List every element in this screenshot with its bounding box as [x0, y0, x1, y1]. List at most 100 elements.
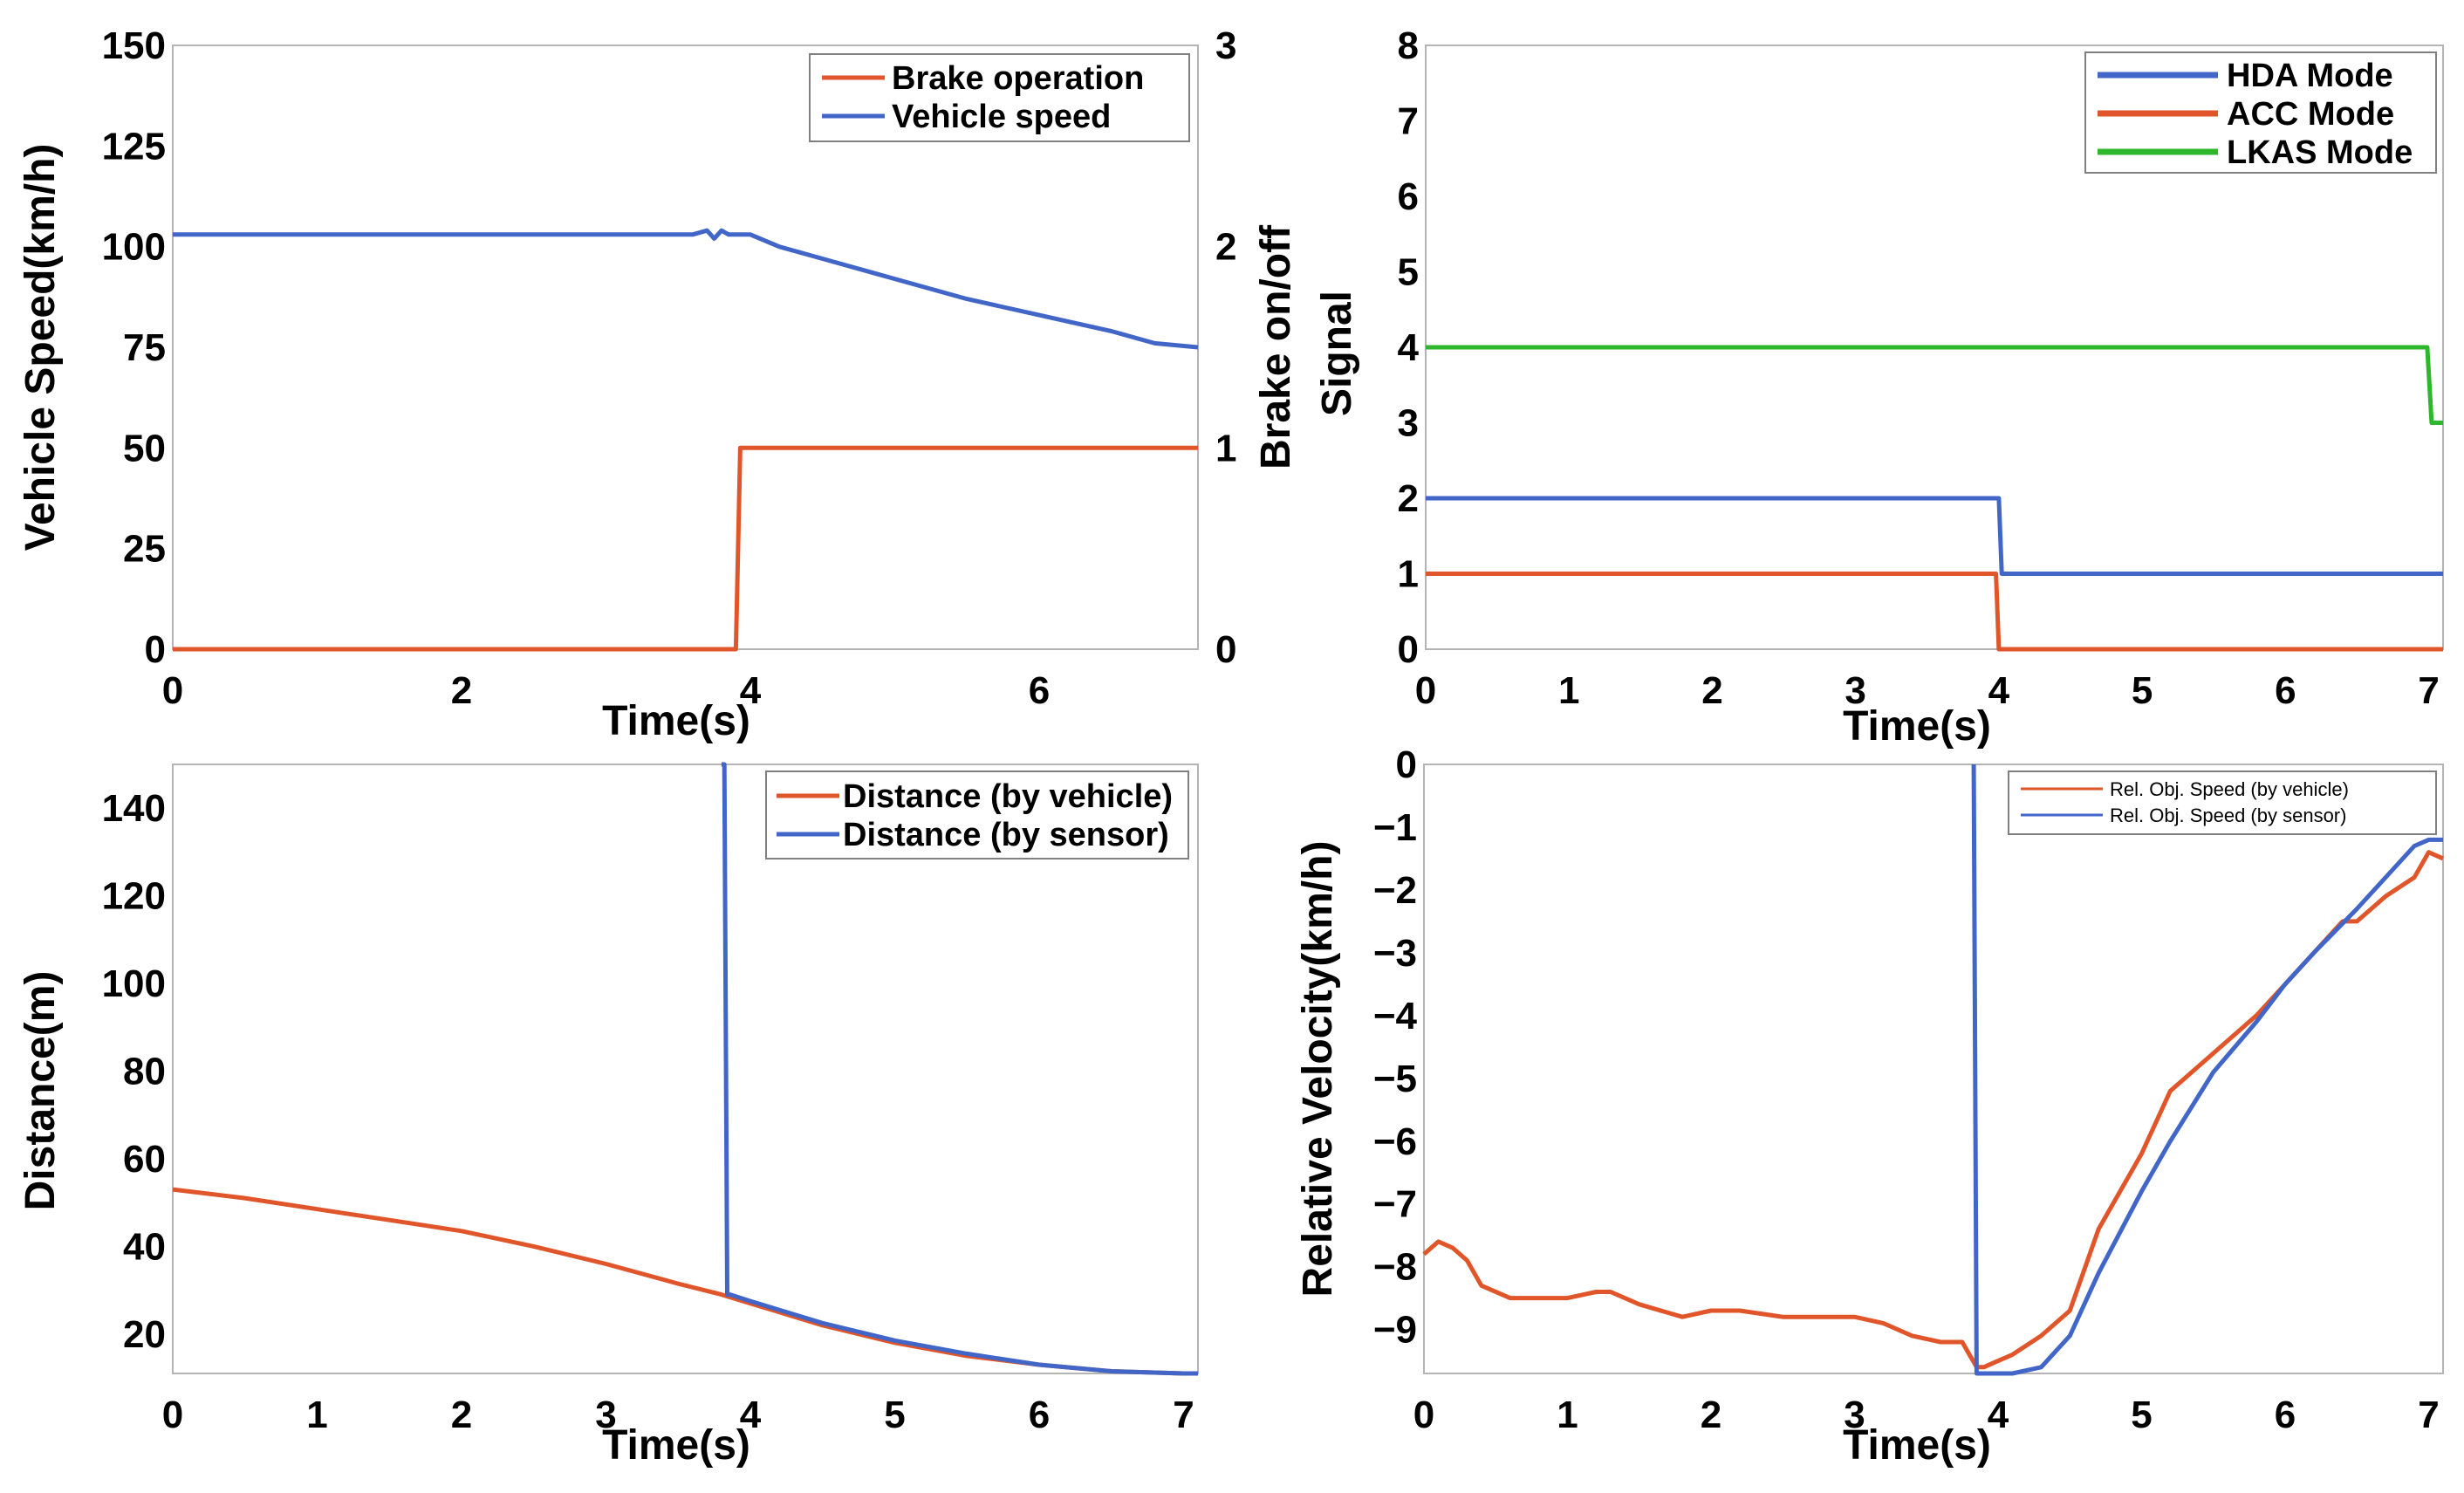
y-tick-label: 125 — [102, 125, 166, 168]
y-tick-label: 100 — [102, 962, 166, 1005]
x-tick-label: 6 — [1029, 1394, 1050, 1436]
x-tick-label: 7 — [1173, 1394, 1194, 1436]
y-tick-label: 0 — [145, 628, 166, 671]
y-axis-label: Relative Velocity(km/h) — [1295, 841, 1341, 1298]
x-tick-label: 4 — [1988, 669, 2010, 712]
series-line-brake-operation — [173, 445, 1198, 652]
x-tick-label: 7 — [2418, 1394, 2439, 1436]
x-tick-label: 6 — [2275, 1394, 2296, 1436]
legend-label-distance-by-vehicle: Distance (by vehicle) — [843, 778, 1173, 815]
y-tick-label: −9 — [1373, 1309, 1417, 1352]
y-tick-label: 4 — [1398, 326, 1420, 369]
plot-frame — [172, 764, 1199, 1374]
x-tick-label: 5 — [2131, 1394, 2152, 1436]
x-tick-label: 4 — [740, 1394, 762, 1436]
x-tick-label: 1 — [306, 1394, 327, 1436]
y-tick-label: 25 — [123, 528, 166, 571]
x-tick-label: 1 — [1557, 1394, 1578, 1436]
x-tick-label: 3 — [1844, 1394, 1865, 1436]
x-tick-label: 2 — [451, 669, 472, 712]
y-tick-label: 20 — [123, 1313, 166, 1356]
y-tick-label: 80 — [123, 1051, 166, 1093]
panel-distance: Time(s) Distance(m) Distance (by vehicle… — [17, 762, 1199, 1469]
y-tick-label: 0 — [1398, 628, 1419, 671]
legend-label-hda-mode: HDA Mode — [2227, 58, 2393, 94]
x-tick-label: 3 — [595, 1394, 616, 1436]
y-tick-label: 1 — [1398, 553, 1419, 596]
panel-relative-velocity: Time(s) Relative Velocity(km/h) Rel. Obj… — [1295, 743, 2444, 1469]
x-tick-label: 2 — [1701, 669, 1722, 712]
panel-mode-signal: Time(s) Signal HDA Mode ACC Mode LKAS Mo… — [1314, 24, 2444, 750]
y-tick-label: −7 — [1373, 1183, 1417, 1226]
x-tick-label: 6 — [1029, 669, 1050, 712]
legend: HDA Mode ACC Mode LKAS Mode — [2084, 51, 2437, 174]
x-axis-label: Time(s) — [602, 698, 750, 744]
x-tick-label: 6 — [2275, 669, 2296, 712]
y-tick-label: 50 — [123, 427, 166, 469]
series-line-lkas-mode — [1426, 345, 2443, 425]
y-axis-label-right: Brake on/off — [1253, 224, 1299, 469]
y-tick-label: 120 — [102, 875, 166, 918]
x-tick-label: 2 — [451, 1394, 472, 1436]
legend: Distance (by vehicle) Distance (by senso… — [765, 770, 1189, 860]
y-tick-label: −5 — [1373, 1058, 1417, 1100]
y-tick-label-right: 1 — [1215, 427, 1236, 469]
legend-label-rel-speed-by-vehicle: Rel. Obj. Speed (by vehicle) — [2110, 778, 2349, 800]
series-line-vehicle-speed — [173, 228, 1199, 350]
plot-frame — [1423, 764, 2444, 1374]
y-axis-label: Vehicle Speed(km/h) — [17, 144, 64, 551]
y-tick-label-right: 2 — [1215, 226, 1236, 269]
y-tick-label: 5 — [1398, 251, 1419, 294]
y-tick-label-right: 0 — [1215, 628, 1236, 671]
series-line-acc-mode — [1426, 572, 2443, 652]
y-tick-label: 8 — [1398, 24, 1419, 67]
legend-label-acc-mode: ACC Mode — [2227, 96, 2394, 133]
series-line-hda-mode — [1426, 496, 2443, 576]
x-tick-label: 3 — [1845, 669, 1865, 712]
x-tick-label: 1 — [1558, 669, 1579, 712]
y-tick-label: −8 — [1373, 1246, 1417, 1289]
legend-label-brake-operation: Brake operation — [892, 60, 1144, 97]
x-tick-label: 5 — [2132, 669, 2153, 712]
legend-box — [2008, 770, 2437, 835]
plot-frame — [172, 45, 1199, 650]
x-tick-label: 2 — [1701, 1394, 1721, 1436]
legend-label-distance-by-sensor: Distance (by sensor) — [843, 817, 1169, 853]
legend-label-rel-speed-by-sensor: Rel. Obj. Speed (by sensor) — [2110, 805, 2346, 826]
x-tick-label: 0 — [1413, 1394, 1434, 1436]
x-axis-label: Time(s) — [1843, 703, 1991, 750]
y-tick-label: −2 — [1373, 869, 1417, 912]
x-axis-label: Time(s) — [602, 1422, 750, 1469]
y-tick-label: −4 — [1373, 995, 1418, 1038]
y-tick-label: 140 — [102, 787, 166, 830]
legend-label-vehicle-speed: Vehicle speed — [892, 99, 1111, 135]
y-tick-label: 100 — [102, 226, 166, 269]
y-tick-label: −6 — [1373, 1120, 1417, 1163]
x-tick-label: 4 — [1988, 1394, 2009, 1436]
y-tick-label: 75 — [123, 326, 166, 369]
series-line-distance-by-sensor — [721, 762, 1198, 1376]
x-axis-label: Time(s) — [1843, 1422, 1991, 1469]
x-tick-label: 0 — [162, 1394, 183, 1436]
legend: Rel. Obj. Speed (by vehicle) Rel. Obj. S… — [2008, 770, 2437, 835]
y-axis-label: Signal — [1314, 291, 1360, 416]
y-axis-label: Distance(m) — [17, 971, 64, 1211]
y-tick-label: 2 — [1398, 477, 1419, 520]
y-tick-label: 0 — [1396, 743, 1417, 786]
y-tick-label: 3 — [1398, 402, 1419, 445]
legend-box — [809, 53, 1190, 142]
y-tick-label-right: 3 — [1215, 24, 1236, 67]
panel-vehicle-speed: Time(s) Vehicle Speed(km/h) Brake on/off… — [17, 24, 1299, 744]
y-tick-label: −3 — [1373, 932, 1417, 975]
series-line-rel-obj-speed-by-sensor — [1971, 764, 2443, 1376]
x-tick-label: 5 — [884, 1394, 905, 1436]
x-tick-label: 7 — [2418, 669, 2439, 712]
x-tick-label: 0 — [1415, 669, 1436, 712]
x-tick-label: 4 — [740, 669, 762, 712]
y-tick-label: 40 — [123, 1225, 166, 1268]
y-tick-label: 6 — [1398, 175, 1419, 218]
y-tick-label: 7 — [1398, 100, 1419, 143]
y-tick-label: 60 — [123, 1138, 166, 1181]
legend: Brake operation Vehicle speed — [809, 53, 1190, 142]
